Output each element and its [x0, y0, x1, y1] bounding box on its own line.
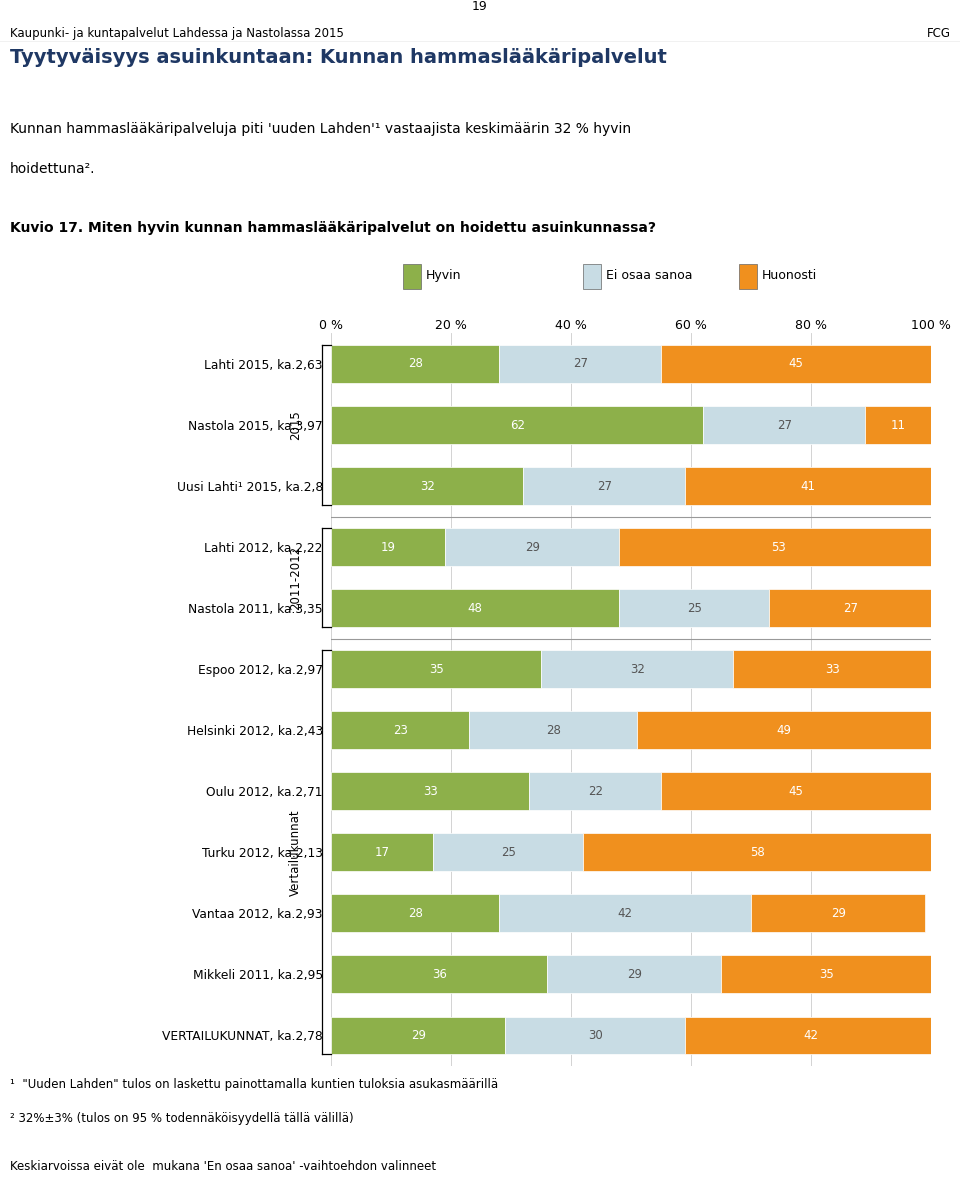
- Text: 22: 22: [588, 785, 603, 798]
- Text: 19: 19: [381, 541, 396, 554]
- Text: 27: 27: [843, 601, 857, 615]
- Text: 27: 27: [573, 357, 588, 370]
- Bar: [619, 590, 769, 628]
- Bar: [331, 711, 469, 749]
- Text: 20 %: 20 %: [435, 319, 468, 332]
- Bar: [637, 711, 931, 749]
- Text: Kunnan hammaslääkäripalveluja piti 'uuden Lahden'¹ vastaajista keskimäärin 32 % : Kunnan hammaslääkäripalveluja piti 'uude…: [10, 123, 631, 136]
- Text: 42: 42: [617, 906, 633, 919]
- Bar: [523, 467, 685, 505]
- Bar: [733, 650, 931, 688]
- Text: 11: 11: [891, 418, 905, 431]
- Bar: [584, 834, 931, 872]
- Text: FCG: FCG: [926, 26, 950, 39]
- Text: Huonosti: Huonosti: [762, 269, 817, 282]
- Bar: [685, 467, 931, 505]
- Text: 32: 32: [630, 662, 644, 675]
- Text: 53: 53: [771, 541, 785, 554]
- Text: 17: 17: [374, 846, 390, 859]
- Bar: [584, 264, 601, 289]
- Bar: [739, 264, 757, 289]
- Text: 48: 48: [468, 601, 483, 615]
- Text: 41: 41: [801, 480, 816, 493]
- Bar: [331, 1016, 505, 1054]
- Text: 29: 29: [830, 906, 846, 919]
- Text: 58: 58: [750, 846, 764, 859]
- Text: 25: 25: [686, 601, 702, 615]
- Text: 30: 30: [588, 1029, 603, 1042]
- Text: 2011-2012: 2011-2012: [289, 545, 302, 610]
- Text: 49: 49: [777, 724, 792, 737]
- Text: 23: 23: [393, 724, 408, 737]
- Text: Tyytyväisyys asuinkuntaan: Kunnan hammaslääkäripalvelut: Tyytyväisyys asuinkuntaan: Kunnan hammas…: [10, 48, 666, 67]
- Text: hoidettuna².: hoidettuna².: [10, 162, 95, 175]
- Text: 27: 27: [597, 480, 612, 493]
- Text: 2015: 2015: [289, 410, 302, 439]
- Text: 0 %: 0 %: [319, 319, 344, 332]
- Bar: [685, 1016, 937, 1054]
- Text: 36: 36: [432, 968, 446, 981]
- Text: Kaupunki- ja kuntapalvelut Lahdessa ja Nastolassa 2015: Kaupunki- ja kuntapalvelut Lahdessa ja N…: [10, 26, 344, 39]
- Bar: [445, 528, 619, 566]
- Text: ¹  "Uuden Lahden" tulos on laskettu painottamalla kuntien tuloksia asukasmäärill: ¹ "Uuden Lahden" tulos on laskettu paino…: [10, 1078, 497, 1091]
- Text: ² 32%±3% (tulos on 95 % todennäköisyydellä tällä välillä): ² 32%±3% (tulos on 95 % todennäköisyydel…: [10, 1111, 353, 1124]
- Text: 33: 33: [825, 662, 840, 675]
- Bar: [499, 345, 661, 384]
- Text: Hyvin: Hyvin: [426, 269, 462, 282]
- Bar: [505, 1016, 685, 1054]
- Bar: [541, 650, 733, 688]
- Bar: [469, 711, 637, 749]
- Text: 28: 28: [408, 906, 422, 919]
- Text: 62: 62: [510, 418, 525, 431]
- Text: 28: 28: [546, 724, 561, 737]
- Text: 80 %: 80 %: [795, 319, 828, 332]
- Bar: [331, 894, 499, 933]
- Text: Vertailukunnat: Vertailukunnat: [289, 809, 302, 896]
- Bar: [331, 406, 703, 444]
- Text: 29: 29: [627, 968, 641, 981]
- Bar: [865, 406, 931, 444]
- Bar: [752, 894, 925, 933]
- Text: 45: 45: [789, 357, 804, 370]
- Bar: [331, 467, 523, 505]
- Text: 40 %: 40 %: [555, 319, 588, 332]
- Bar: [547, 955, 721, 993]
- Text: Kuvio 17. Miten hyvin kunnan hammaslääkäripalvelut on hoidettu asuinkunnassa?: Kuvio 17. Miten hyvin kunnan hammaslääkä…: [10, 220, 656, 235]
- Text: 45: 45: [789, 785, 804, 798]
- Text: 29: 29: [525, 541, 540, 554]
- Text: 100 %: 100 %: [911, 319, 951, 332]
- Bar: [331, 590, 619, 628]
- Text: 32: 32: [420, 480, 435, 493]
- Text: 33: 33: [422, 785, 438, 798]
- Bar: [619, 528, 937, 566]
- Bar: [529, 772, 661, 810]
- Text: 35: 35: [819, 968, 833, 981]
- Bar: [403, 264, 421, 289]
- Text: Ei osaa sanoa: Ei osaa sanoa: [606, 269, 692, 282]
- Bar: [769, 590, 931, 628]
- Text: 42: 42: [804, 1029, 819, 1042]
- Text: 35: 35: [429, 662, 444, 675]
- Bar: [721, 955, 931, 993]
- Bar: [499, 894, 752, 933]
- Text: 29: 29: [411, 1029, 425, 1042]
- Text: 27: 27: [777, 418, 792, 431]
- Bar: [433, 834, 584, 872]
- Text: 25: 25: [501, 846, 516, 859]
- Bar: [331, 650, 541, 688]
- Bar: [331, 528, 445, 566]
- Bar: [331, 772, 529, 810]
- Bar: [331, 345, 499, 384]
- Text: 19: 19: [472, 0, 488, 13]
- Bar: [703, 406, 865, 444]
- Bar: [331, 834, 433, 872]
- Text: Keskiarvoissa eivät ole  mukana 'En osaa sanoa' -vaihtoehdon valinneet: Keskiarvoissa eivät ole mukana 'En osaa …: [10, 1160, 436, 1173]
- Bar: [331, 955, 547, 993]
- Bar: [661, 345, 931, 384]
- Text: 28: 28: [408, 357, 422, 370]
- Text: 60 %: 60 %: [675, 319, 708, 332]
- Bar: [661, 772, 931, 810]
